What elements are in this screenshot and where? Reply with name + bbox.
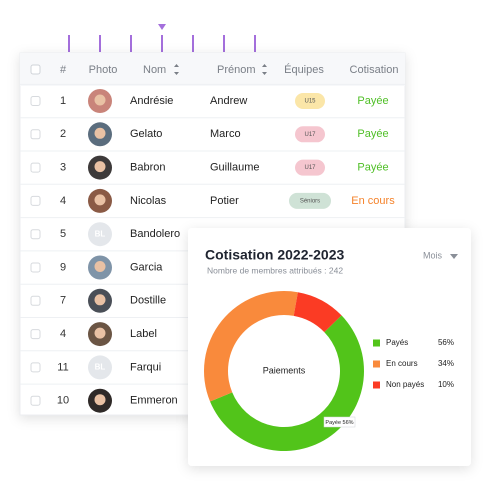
first-name: Potier bbox=[210, 195, 239, 207]
card-panel bbox=[188, 228, 471, 466]
last-name: Farqui bbox=[130, 361, 161, 373]
last-name: Bandolero bbox=[130, 228, 180, 240]
card-subtitle: Nombre de membres attribués : 242 bbox=[207, 265, 343, 275]
column-header[interactable]: Prénom bbox=[217, 64, 256, 76]
row-number: 9 bbox=[60, 261, 66, 273]
row-number: 11 bbox=[57, 361, 68, 373]
legend-value: 56% bbox=[438, 338, 454, 347]
team-badge bbox=[295, 93, 325, 109]
row-number: 5 bbox=[60, 228, 66, 240]
legend-label: En cours bbox=[386, 359, 418, 368]
legend-swatch bbox=[373, 360, 380, 368]
donut-segment bbox=[293, 292, 342, 333]
last-name: Garcia bbox=[130, 261, 163, 273]
team-label: Séniors bbox=[300, 198, 320, 204]
avatar-face bbox=[94, 261, 106, 272]
ruler bbox=[68, 35, 256, 52]
avatar-face bbox=[94, 194, 106, 206]
row-number: 3 bbox=[60, 162, 66, 174]
legend-swatch bbox=[373, 339, 380, 347]
cotisation-card: Cotisation 2022-2023 Nombre de membres a… bbox=[188, 228, 471, 466]
checkbox[interactable] bbox=[30, 96, 41, 106]
team-label: U15 bbox=[304, 99, 316, 105]
first-name: Marco bbox=[210, 128, 241, 140]
checkbox[interactable] bbox=[30, 395, 41, 406]
legend-value: 10% bbox=[438, 380, 454, 389]
sort-icon[interactable] bbox=[174, 64, 179, 75]
last-name: Babron bbox=[130, 162, 165, 174]
last-name: Andrésie bbox=[130, 95, 173, 107]
checkbox[interactable] bbox=[30, 162, 41, 173]
checkbox[interactable] bbox=[30, 362, 41, 373]
column-header: Photo bbox=[89, 64, 118, 76]
tooltip-text: Payée 56% bbox=[325, 420, 353, 426]
row-number: 2 bbox=[60, 128, 66, 140]
last-name: Emmeron bbox=[130, 395, 178, 407]
row-number: 10 bbox=[57, 395, 69, 407]
donut-segment bbox=[204, 291, 298, 402]
checkbox[interactable] bbox=[30, 295, 41, 306]
avatar-initials: BL bbox=[95, 229, 106, 238]
checkbox[interactable] bbox=[30, 129, 41, 140]
avatar-initials: BL bbox=[95, 363, 106, 372]
last-name: Label bbox=[130, 328, 157, 340]
legend-value: 34% bbox=[438, 359, 454, 368]
payment-status: Payée bbox=[357, 128, 388, 140]
row-number: 7 bbox=[60, 295, 66, 307]
row-number: 4 bbox=[60, 195, 66, 207]
avatar-face bbox=[94, 161, 106, 173]
first-name: Guillaume bbox=[210, 162, 260, 174]
first-name: Andrew bbox=[210, 95, 247, 107]
donut-center-label: Paiements bbox=[263, 365, 306, 375]
team-badge bbox=[295, 126, 325, 143]
checkbox[interactable] bbox=[30, 64, 41, 75]
column-header[interactable]: Cotisation bbox=[350, 64, 399, 76]
checkbox[interactable] bbox=[30, 329, 41, 340]
legend-label: Payés bbox=[386, 338, 408, 347]
team-badge bbox=[289, 192, 331, 209]
dropdown-label[interactable]: Mois bbox=[423, 250, 443, 260]
row-number: 4 bbox=[60, 328, 66, 340]
column-header: # bbox=[60, 64, 67, 76]
checkbox[interactable] bbox=[30, 195, 41, 206]
row-number: 1 bbox=[60, 95, 66, 107]
ruler-pointer bbox=[158, 24, 166, 30]
payment-status: Payée bbox=[357, 162, 388, 174]
dropdown-arrow[interactable] bbox=[450, 254, 458, 259]
avatar-face bbox=[94, 394, 106, 406]
team-label: U17 bbox=[304, 165, 316, 171]
column-header[interactable]: Nom bbox=[143, 64, 166, 76]
checkbox[interactable] bbox=[30, 262, 41, 273]
avatar-face bbox=[94, 127, 106, 139]
avatar bbox=[88, 355, 112, 380]
tooltip-box bbox=[323, 416, 356, 428]
payment-status: En cours bbox=[351, 195, 395, 207]
avatar-face bbox=[94, 327, 106, 339]
legend-label: Non payés bbox=[386, 380, 424, 389]
avatar-face bbox=[94, 294, 106, 306]
avatar-face bbox=[94, 94, 106, 106]
column-header[interactable]: Équipes bbox=[284, 63, 324, 76]
payment-status: Payée bbox=[357, 95, 388, 107]
avatar bbox=[88, 222, 112, 247]
team-label: U17 bbox=[304, 132, 316, 138]
checkbox[interactable] bbox=[30, 229, 41, 240]
team-badge bbox=[295, 159, 325, 176]
legend-swatch bbox=[373, 381, 380, 389]
table-header bbox=[20, 53, 405, 86]
sort-icon[interactable] bbox=[262, 64, 267, 75]
last-name: Dostille bbox=[130, 295, 166, 307]
last-name: Nicolas bbox=[130, 195, 167, 207]
last-name: Gelato bbox=[130, 128, 162, 140]
card-title: Cotisation 2022-2023 bbox=[205, 247, 344, 263]
